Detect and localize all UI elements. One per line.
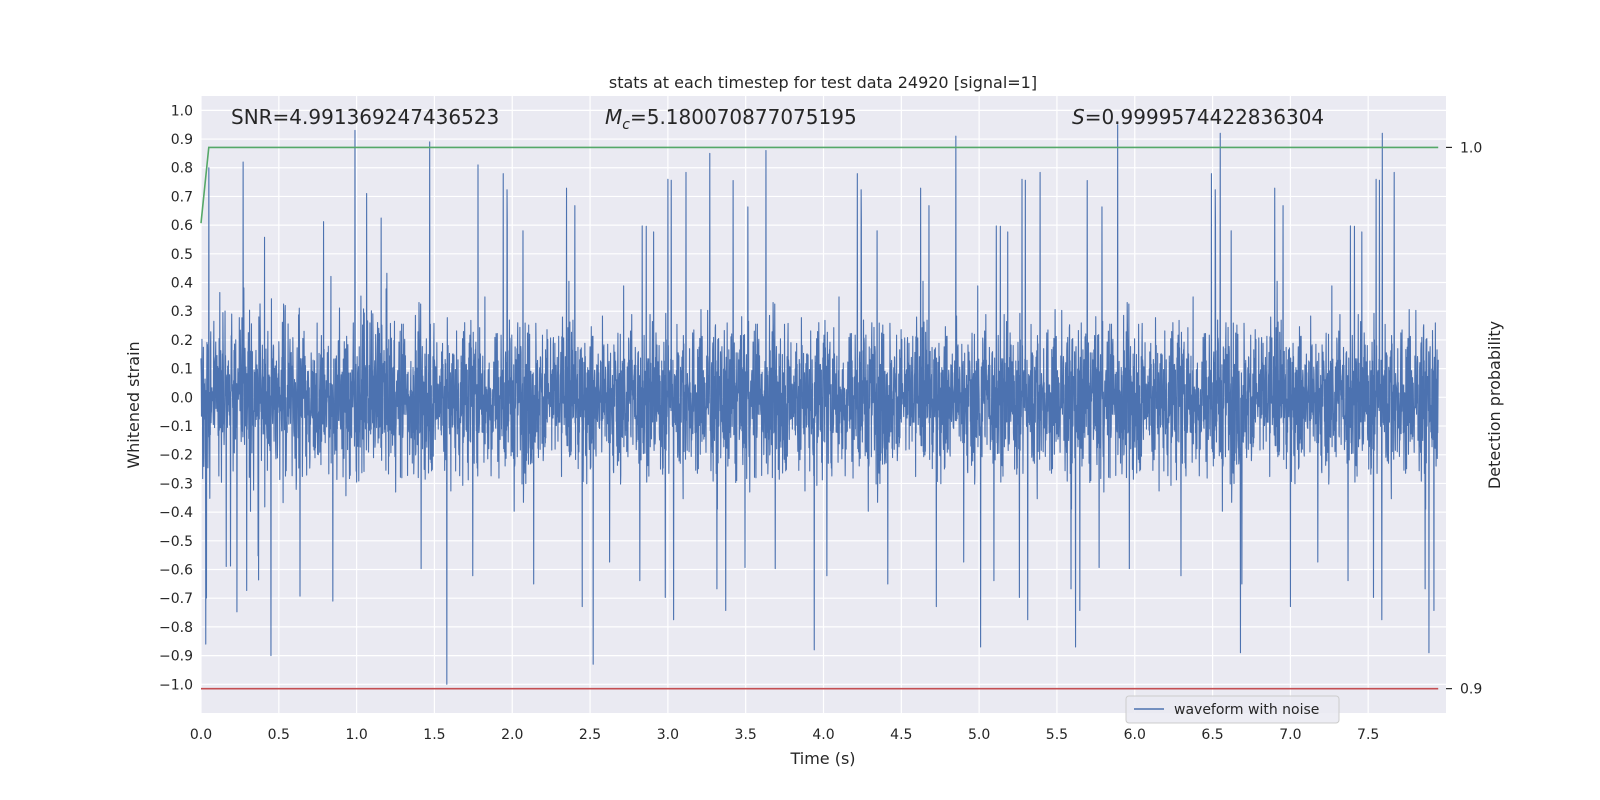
y2-tick-label: 0.9 — [1460, 682, 1482, 698]
chirp-mass-subscript: c — [622, 117, 630, 133]
y-tick-label: −0.3 — [159, 476, 193, 492]
x-tick-label: 1.0 — [345, 727, 367, 743]
x-tick-label: 4.5 — [890, 727, 912, 743]
series-waveform-with-noise — [200, 124, 1439, 685]
y-tick-label: 1.0 — [171, 103, 193, 119]
series-detection-probability — [200, 146, 1439, 690]
x-tick-label: 7.5 — [1357, 727, 1379, 743]
x-tick-label: 6.5 — [1201, 727, 1223, 743]
y-tick-label: 0.1 — [171, 362, 193, 378]
x-tick-label: 0.0 — [190, 727, 212, 743]
chart-title: stats at each timestep for test data 249… — [609, 73, 1037, 92]
y-tick-label: 0.2 — [171, 333, 193, 349]
y-tick-label: −0.7 — [159, 591, 193, 607]
y-tick-label: 0.3 — [171, 304, 193, 320]
x-tick-label: 2.0 — [501, 727, 523, 743]
x-tick-label: 2.5 — [579, 727, 601, 743]
y-tick-label: −0.6 — [159, 563, 193, 579]
y-tick-label: −0.4 — [159, 505, 193, 521]
legend-box — [1125, 695, 1340, 724]
y-tick-labels: 1.0 0.9 0.8 0.7 0.6 0.5 0.4 0.3 0.2 0.1 0.0 −0.1 −0.… — [159, 103, 193, 693]
x-axis-label: Time (s) — [789, 749, 855, 768]
detection-probability-line — [200, 146, 1439, 224]
y-tick-label: 0.9 — [171, 132, 193, 148]
snr-annotation: SNR=4.991369247436523 — [231, 105, 499, 129]
y-tick-label: −0.8 — [159, 620, 193, 636]
detection-stat-annotation: S=0.9999574422836304 — [1072, 105, 1324, 129]
y-tick-label: 0.7 — [171, 189, 193, 205]
x-tick-label: 5.5 — [1046, 727, 1068, 743]
x-tick-label: 5.0 — [968, 727, 990, 743]
y-tick-label: 0.5 — [171, 247, 193, 263]
chirp-mass-symbol: M — [605, 105, 622, 129]
chirp-mass-annotation: Mc=5.180070877075195 — [605, 105, 857, 133]
waveform-line — [200, 124, 1439, 685]
y2-tick-label: 1.0 — [1460, 140, 1482, 156]
chirp-mass-value: =5.180070877075195 — [630, 105, 857, 129]
y2-tick-labels: 1.0 0.9 — [1446, 140, 1482, 698]
y-tick-label: 0.6 — [171, 218, 193, 234]
y-tick-label: −1.0 — [159, 677, 193, 693]
x-tick-label: 3.0 — [657, 727, 679, 743]
y-tick-label: −0.1 — [159, 419, 193, 435]
legend-label-waveform: waveform with noise — [1174, 702, 1319, 718]
y-tick-label: −0.2 — [159, 448, 193, 464]
y2-axis-label: Detection probability — [1485, 321, 1504, 489]
detection-stat-value: =0.9999574422836304 — [1085, 105, 1324, 129]
legend: waveform with noise — [1125, 695, 1340, 724]
y-tick-label: 0.8 — [171, 161, 193, 177]
x-tick-label: 1.5 — [423, 727, 445, 743]
y-tick-label: 0.4 — [171, 276, 193, 292]
x-tick-label: 7.0 — [1279, 727, 1301, 743]
detection-stat-symbol: S — [1072, 105, 1085, 129]
x-tick-label: 6.0 — [1124, 727, 1146, 743]
y-tick-label: −0.9 — [159, 649, 193, 665]
x-tick-label: 4.0 — [812, 727, 834, 743]
x-tick-labels: 0.0 0.5 1.0 1.5 2.0 2.5 3.0 3.5 4.0 4.5 5.0 5.5 6.0 6… — [190, 727, 1379, 743]
y-tick-label: 0.0 — [171, 390, 193, 406]
x-tick-label: 3.5 — [735, 727, 757, 743]
y-tick-label: −0.5 — [159, 534, 193, 550]
x-tick-label: 0.5 — [268, 727, 290, 743]
y-axis-label: Whitened strain — [124, 341, 143, 468]
